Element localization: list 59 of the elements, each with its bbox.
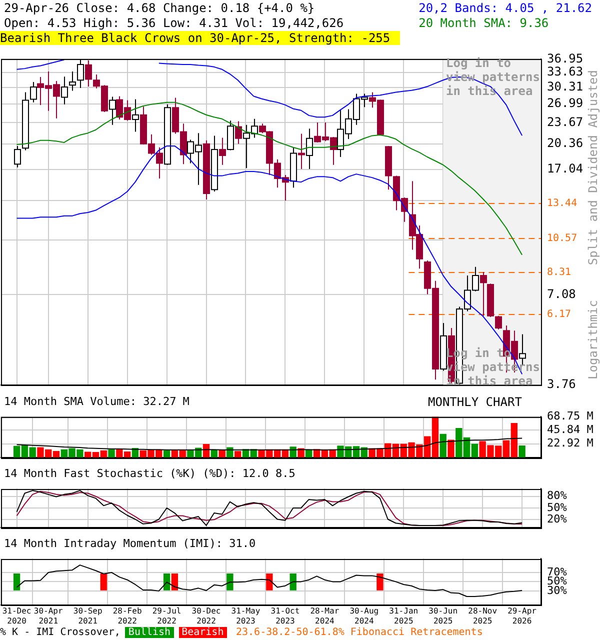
y-tick-label: 80% [547,489,568,502]
y-tick-label: 20.36 [547,136,584,150]
y-tick-label: 23.67 [547,114,584,129]
ref-line-label: 13.44 [547,198,578,210]
x-tick-label: 29-Apr 2026 [508,606,537,626]
chart-title: 14 Month Fast Stochastic (%K) (%D): 12.0 8.5 [4,467,296,480]
x-tick-label: 30-Jun 2025 [428,606,458,626]
chart-title: 29-Apr-26 Close: 4.68 Change: 0.18 {+4.0 %} [4,1,315,15]
bar [210,450,218,458]
text: MONTHLY CHART [428,395,522,409]
text: 20 Month SMA: 9.36 [418,16,550,31]
y-tick-label: 30.31 [547,80,584,94]
y-tick-label: 45.84 M [547,423,594,436]
text: Bearish [178,627,227,638]
text: 20,2 Bands: 4.05 , 21.62 [418,1,592,16]
y-tick-label: 3.76 [547,376,576,391]
ref-line-label: 8.31 [547,267,572,278]
chart-subtitle: Open: 4.53 High: 5.36 Low: 4.31 Vol: 19,442,626 [4,16,344,30]
x-tick-label: 31-Oct 2023 [270,606,300,626]
text: Bearish Three Black Crows on 30-Apr-25, Strength: -255 [0,31,400,45]
x-tick-label: 28-Feb 2022 [112,606,142,626]
y-tick-label: 17.04 [547,162,584,176]
chart-title: 14 Month SMA Volume: 32.27 M [4,395,190,408]
bar [448,440,454,458]
y-axis-title: Split and Dividend Adjusted [586,70,600,266]
x-tick-label: 28-Mar 2024 [310,606,340,626]
x-tick-label: 28-Nov 2025 [468,606,498,626]
y-tick-label: 7.08 [547,286,576,301]
y-tick-label: 22.92 M [547,436,594,450]
text: Logarithmic [586,300,600,380]
chart-title: 14 Month Intraday Momentum (IMI): 31.0 [4,537,256,550]
y-tick-label: 26.99 [547,96,584,110]
bar [218,450,226,458]
bar [226,447,234,458]
legend-title: % K - IMI Crossover, [0,627,120,638]
bar [163,450,170,458]
y-tick-label: 20% [547,512,568,526]
bar [108,449,115,458]
y-tick-label: 50% [547,500,568,514]
text: Bullish [125,627,174,638]
y-tick-label: 33.63 [547,64,584,79]
x-tick-label: 30-Sep 2021 [73,606,102,626]
ref-line-label: 6.17 [547,309,572,320]
bar [518,446,526,458]
y-tick-label: 36.95 [547,51,584,66]
y-tick-label: 30% [547,584,568,597]
x-tick-label: 30-Apr 2021 [34,606,63,626]
text: 23.6-38.2-50-61.8% Fibonacci Retracements [236,627,483,639]
x-tick-label: 31-Jan 2025 [389,606,418,626]
bar [440,434,446,458]
bar [234,450,242,458]
x-tick-label: 30-Aug 2024 [350,606,379,626]
bar [306,450,312,458]
y-tick-label: 68.75 M [547,409,594,422]
x-tick-label: 31-Dec 2020 [2,606,32,626]
x-tick-label: 29-Jul 2022 [152,606,182,626]
ref-line-label: 10.57 [547,233,578,244]
x-tick-label: 31-May 2023 [231,606,260,626]
x-tick-label: 30-Dec 2022 [192,606,221,626]
